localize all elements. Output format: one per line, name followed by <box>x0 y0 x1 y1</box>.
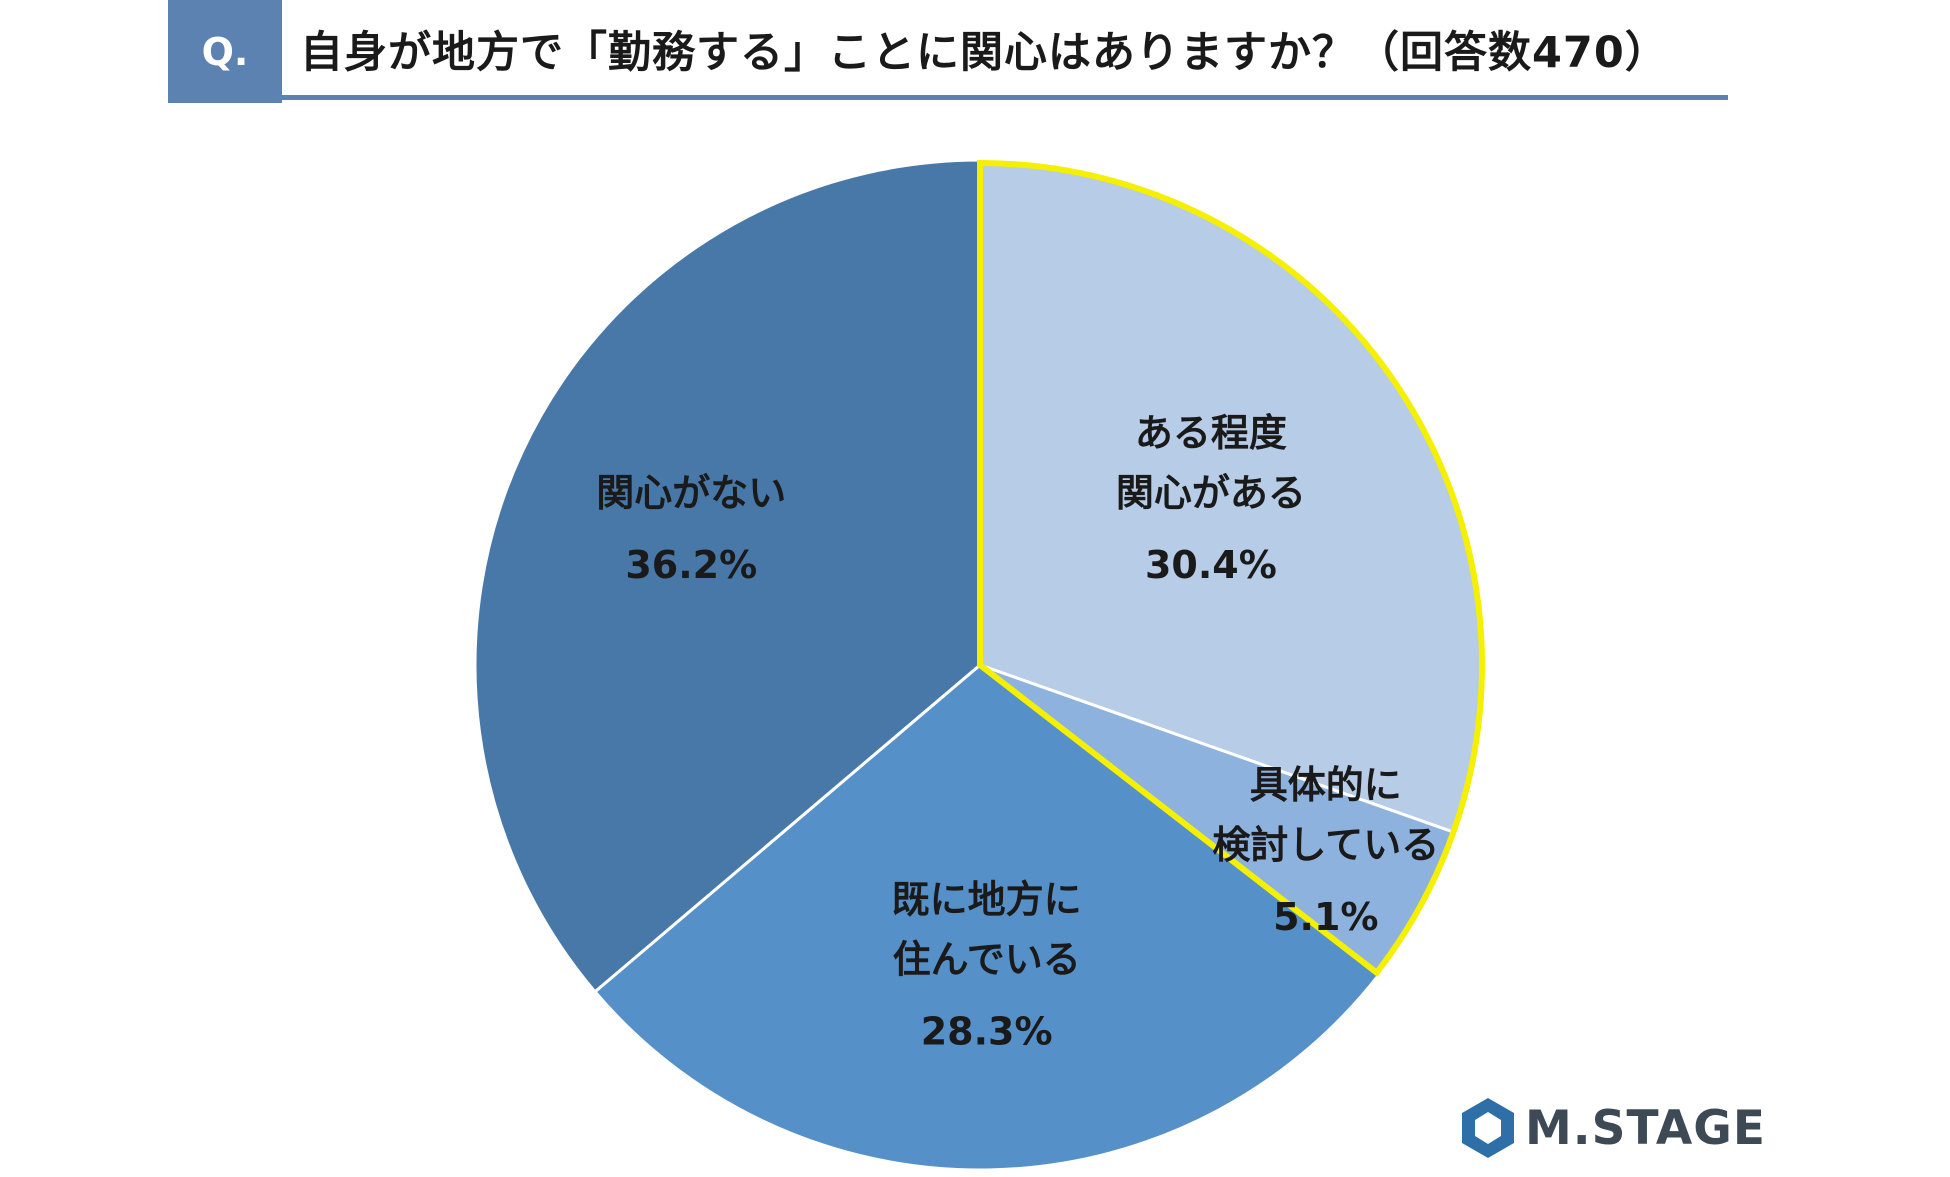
pie-slice-3 <box>473 158 982 994</box>
question-header: Q. 自身が地方で「勤務する」ことに関心はありますか？（回答数470） <box>168 0 1728 103</box>
slice-category-label-1: 検討している <box>1212 823 1439 867</box>
hexagon-logo-icon <box>1462 1098 1514 1158</box>
mstage-logo: M.STAGE <box>1455 1095 1765 1161</box>
slice-category-label-2: 住んでいる <box>893 937 1081 981</box>
title-underline <box>282 95 1728 100</box>
slice-category-label-0: 関心がある <box>1116 471 1306 515</box>
slice-value-label-1: 5.1% <box>1273 895 1378 939</box>
slice-category-label-1: 具体的に <box>1250 763 1402 807</box>
page-title: 自身が地方で「勤務する」ことに関心はありますか？（回答数470） <box>300 28 1669 78</box>
slice-value-label-0: 30.4% <box>1145 543 1277 587</box>
highlight-outline <box>977 159 1485 977</box>
slice-category-label-0: ある程度 <box>1135 411 1287 455</box>
question-badge: Q. <box>168 0 282 103</box>
slice-category-label-3: 関心がない <box>596 471 786 515</box>
logo-text: M.STAGE <box>1525 1101 1766 1156</box>
slice-value-label-3: 36.2% <box>625 543 757 587</box>
slice-category-label-2: 既に地方に <box>892 877 1082 921</box>
slice-value-label-2: 28.3% <box>921 1009 1053 1053</box>
pie-slice-2 <box>592 663 1382 1172</box>
